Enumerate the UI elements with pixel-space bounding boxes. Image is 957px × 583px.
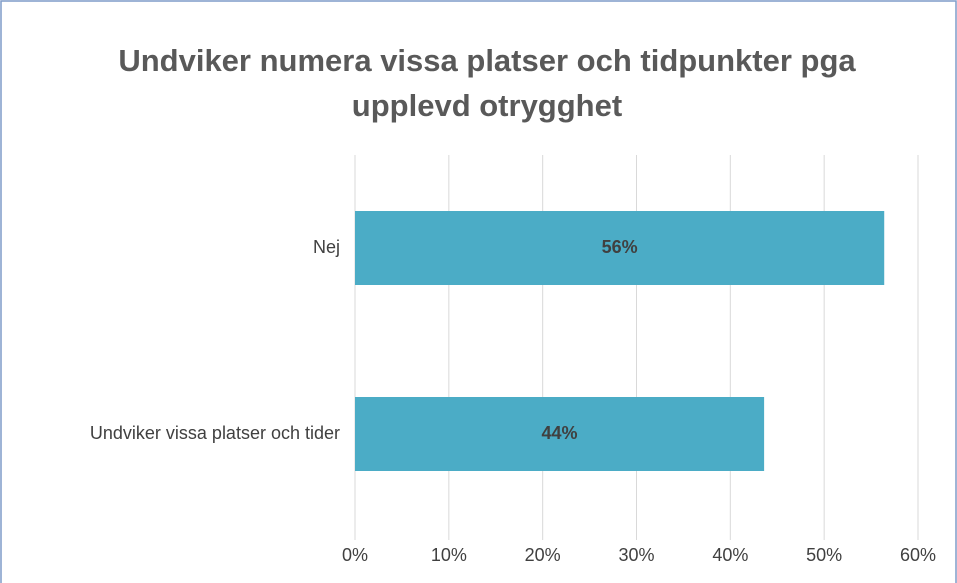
data-label: 56% [602,237,638,257]
bar [355,211,885,285]
x-tick-label: 0% [342,545,368,565]
x-tick-label: 50% [806,545,842,565]
x-tick-label: 20% [525,545,561,565]
x-tick-label: 40% [712,545,748,565]
data-label: 44% [542,423,578,443]
x-tick-label: 60% [900,545,936,565]
x-tick-label: 30% [618,545,654,565]
y-tick-label: Nej [313,237,340,257]
x-tick-label: 10% [431,545,467,565]
chart-title: Undviker numera vissa platser och tidpun… [118,43,856,123]
bar [355,397,765,471]
y-tick-label: Undviker vissa platser och tider [90,423,340,443]
